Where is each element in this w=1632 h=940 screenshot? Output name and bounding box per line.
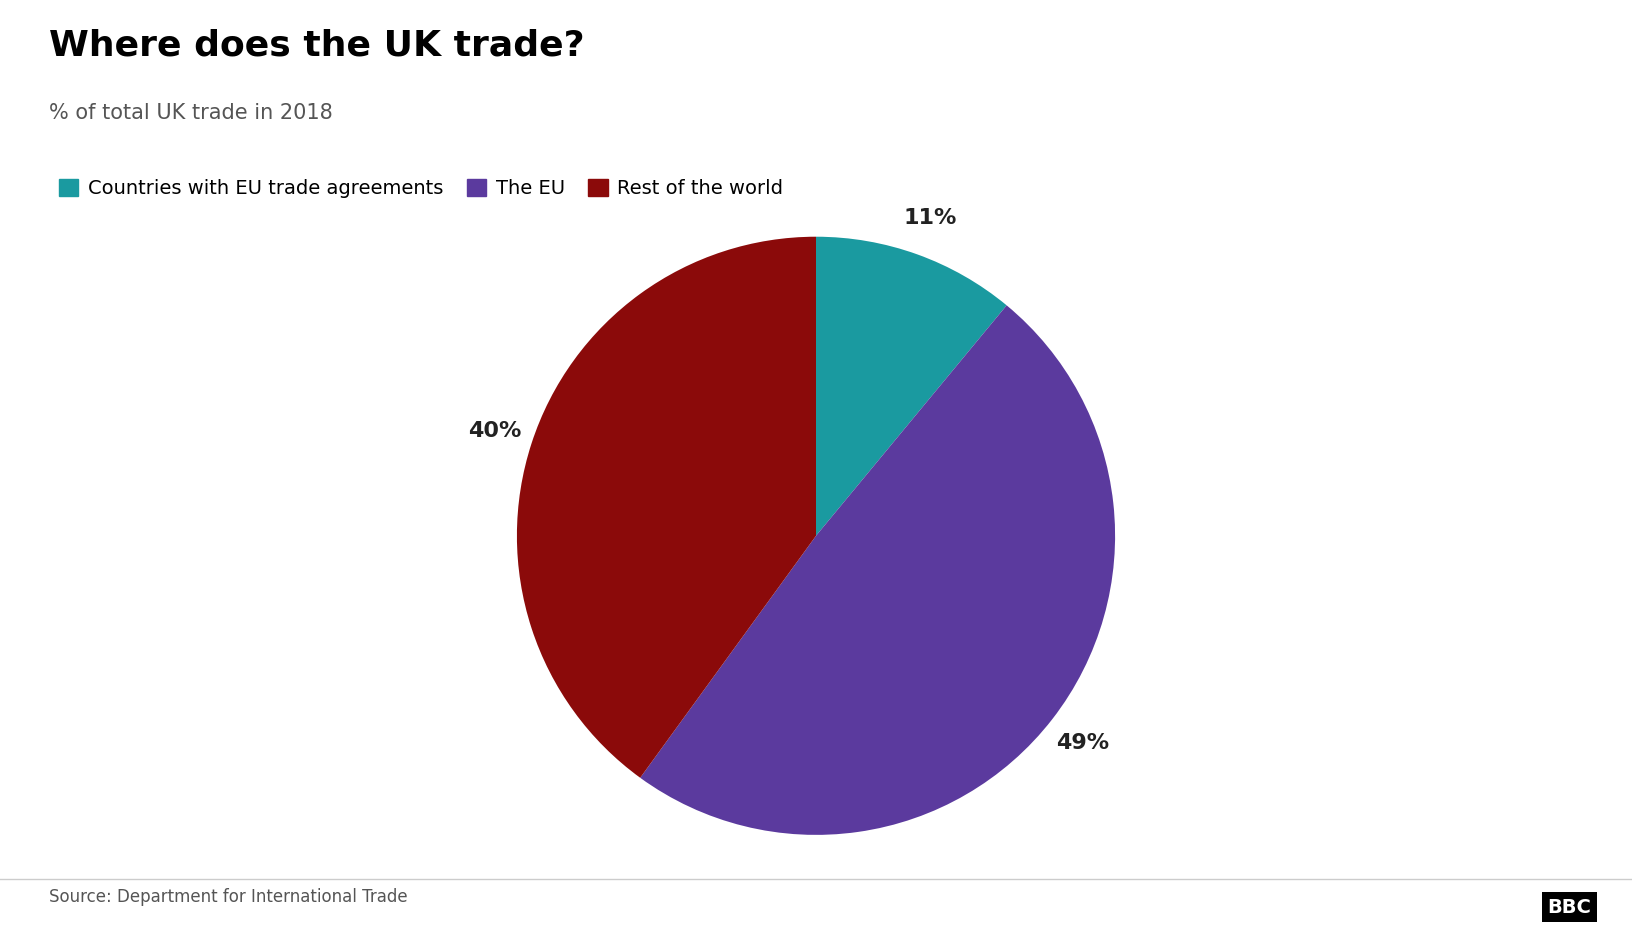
Wedge shape <box>640 306 1115 835</box>
Text: % of total UK trade in 2018: % of total UK trade in 2018 <box>49 103 333 123</box>
Legend: Countries with EU trade agreements, The EU, Rest of the world: Countries with EU trade agreements, The … <box>59 179 783 198</box>
Text: 40%: 40% <box>468 421 521 442</box>
Text: Where does the UK trade?: Where does the UK trade? <box>49 28 584 62</box>
Text: 49%: 49% <box>1056 733 1110 753</box>
Wedge shape <box>517 237 816 777</box>
Text: BBC: BBC <box>1547 898 1591 916</box>
Wedge shape <box>816 237 1007 536</box>
Text: 11%: 11% <box>904 208 958 227</box>
Text: Source: Department for International Trade: Source: Department for International Tra… <box>49 888 408 906</box>
